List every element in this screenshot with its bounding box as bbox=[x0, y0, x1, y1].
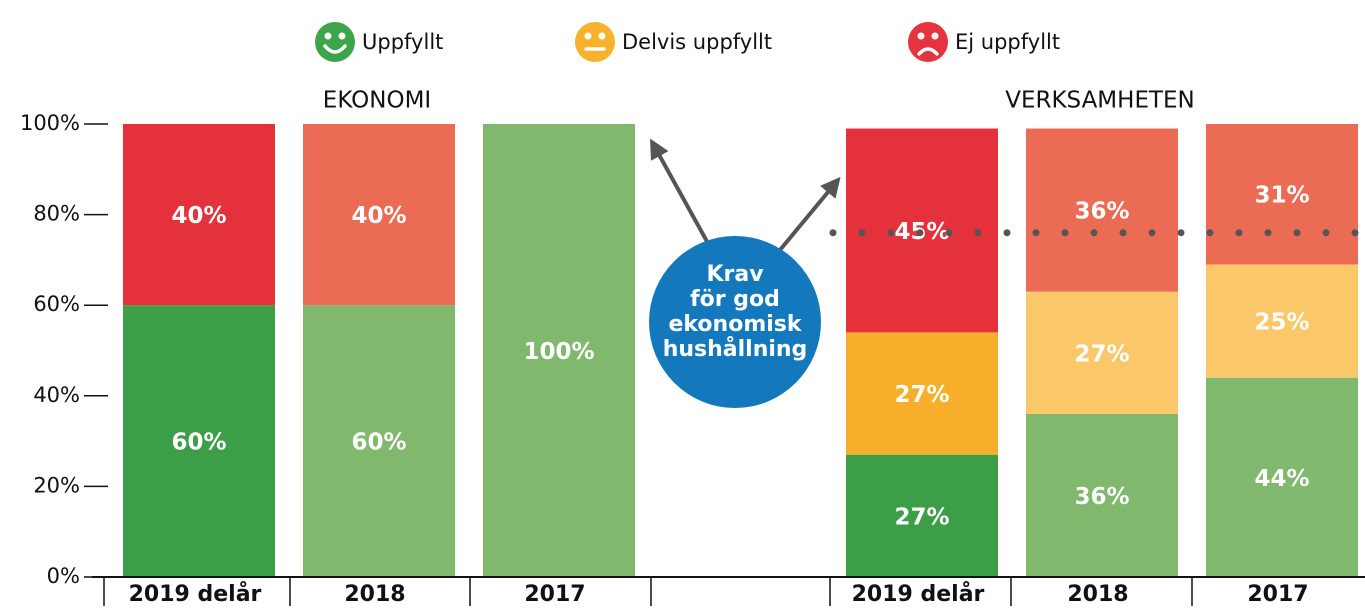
x-tick-label: 2017 bbox=[1247, 582, 1308, 607]
bar-segment bbox=[1026, 291, 1178, 414]
x-tick-label: 2018 bbox=[1067, 582, 1128, 607]
legend-icon bbox=[575, 22, 615, 62]
bar-segment bbox=[1026, 413, 1178, 577]
bar-segment bbox=[1206, 264, 1358, 378]
legend-eye bbox=[338, 32, 346, 40]
arrow bbox=[650, 138, 717, 257]
bar-segment bbox=[1206, 377, 1358, 577]
value-label: 31% bbox=[1254, 183, 1309, 209]
x-tick-label: 2017 bbox=[524, 582, 585, 607]
legend-eye bbox=[598, 32, 606, 40]
bar-segment bbox=[303, 305, 455, 577]
callout-text: för god bbox=[690, 287, 780, 312]
value-label: 60% bbox=[351, 430, 406, 456]
legend-label: Ej uppfyllt bbox=[955, 30, 1060, 54]
legend-mouth bbox=[917, 47, 939, 56]
y-tick-label: 20% bbox=[33, 473, 80, 497]
bar-segment bbox=[303, 124, 455, 306]
y-tick-label: 40% bbox=[33, 383, 80, 407]
legend-eye bbox=[931, 32, 939, 40]
value-label: 100% bbox=[523, 339, 594, 365]
value-label: 40% bbox=[171, 203, 226, 229]
legend-icon bbox=[315, 22, 355, 62]
value-label: 27% bbox=[894, 504, 949, 530]
y-tick-label: 0% bbox=[47, 564, 80, 588]
value-label: 27% bbox=[894, 382, 949, 408]
callout-circle bbox=[649, 236, 821, 408]
callout-text: hushållning bbox=[663, 336, 808, 362]
x-tick-label: 2018 bbox=[344, 582, 405, 607]
legend-label: Uppfyllt bbox=[362, 30, 443, 54]
legend-label: Delvis uppfyllt bbox=[622, 30, 772, 54]
legend-eye bbox=[917, 32, 925, 40]
value-label: 40% bbox=[351, 203, 406, 229]
legend-mouth bbox=[323, 44, 347, 54]
x-tick-label: 2019 delår bbox=[852, 581, 985, 607]
value-label: 27% bbox=[1074, 341, 1129, 367]
arrow bbox=[773, 176, 841, 258]
callout-text: Krav bbox=[706, 262, 764, 287]
y-tick-label: 100% bbox=[20, 111, 80, 135]
bar-segment bbox=[123, 124, 275, 306]
y-tick-label: 60% bbox=[33, 292, 80, 316]
bar-segment bbox=[1206, 124, 1358, 265]
legend-eye bbox=[584, 32, 592, 40]
bar-segment bbox=[123, 305, 275, 577]
value-label: 36% bbox=[1074, 484, 1129, 510]
callout-text: ekonomisk bbox=[668, 312, 802, 337]
y-tick-label: 80% bbox=[33, 202, 80, 226]
bar-segment bbox=[846, 454, 998, 577]
group-title: EKONOMI bbox=[323, 88, 431, 114]
x-tick-label: 2019 delår bbox=[129, 581, 262, 607]
group-title: VERKSAMHETEN bbox=[1005, 88, 1195, 114]
legend-icon bbox=[908, 22, 948, 62]
legend-eye bbox=[324, 32, 332, 40]
bar-segment bbox=[1026, 128, 1178, 292]
bar-segment bbox=[483, 124, 635, 577]
value-label: 36% bbox=[1074, 199, 1129, 225]
value-label: 44% bbox=[1254, 466, 1309, 492]
value-label: 25% bbox=[1254, 310, 1309, 336]
bar-segment bbox=[846, 332, 998, 455]
value-label: 60% bbox=[171, 430, 226, 456]
